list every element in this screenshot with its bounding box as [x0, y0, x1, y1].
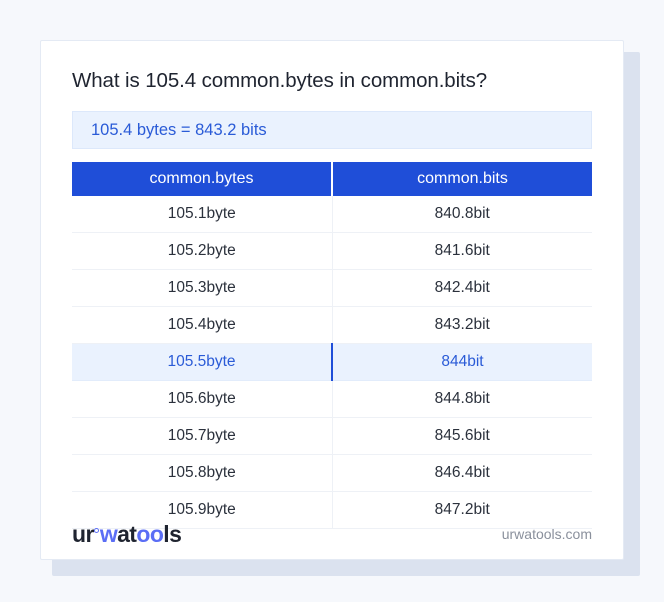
urwatools-logo[interactable]: ur w at oo ls — [72, 520, 182, 547]
cell-bits: 841.6bit — [332, 232, 592, 270]
column-header-bits: common.bits — [332, 162, 592, 196]
table-row-highlighted[interactable]: 105.5byte 844bit — [72, 343, 592, 381]
column-header-bytes: common.bytes — [72, 162, 333, 196]
table-row[interactable]: 105.4byte 843.2bit — [72, 306, 592, 344]
conversion-table: common.bytes common.bits 105.1byte 840.8… — [72, 162, 592, 529]
cell-bits: 842.4bit — [332, 269, 592, 307]
cell-bytes: 105.3byte — [72, 269, 333, 307]
card-content: What is 105.4 common.bytes in common.bit… — [41, 41, 623, 529]
cell-bits: 847.2bit — [332, 491, 592, 529]
table-row[interactable]: 105.8byte 846.4bit — [72, 454, 592, 492]
cell-bits: 844bit — [332, 343, 592, 381]
cell-bits: 844.8bit — [332, 380, 592, 418]
conversion-card: What is 105.4 common.bytes in common.bit… — [40, 40, 624, 560]
cell-bytes: 105.4byte — [72, 306, 333, 344]
cell-bytes: 105.6byte — [72, 380, 333, 418]
table-row[interactable]: 105.9byte 847.2bit — [72, 491, 592, 529]
footer-site-url: urwatools.com — [501, 526, 592, 542]
cell-bits: 846.4bit — [332, 454, 592, 492]
conversion-result-banner: 105.4 bytes = 843.2 bits — [72, 111, 592, 149]
cell-bytes: 105.2byte — [72, 232, 333, 270]
cell-bytes: 105.9byte — [72, 491, 333, 529]
cell-bytes: 105.5byte — [72, 343, 333, 381]
logo-part-ur: ur — [72, 520, 94, 547]
page-title: What is 105.4 common.bytes in common.bit… — [72, 69, 488, 92]
conversion-result-text: 105.4 bytes = 843.2 bits — [91, 120, 267, 139]
cell-bits: 843.2bit — [332, 306, 592, 344]
cell-bytes: 105.7byte — [72, 417, 333, 455]
card-footer: ur w at oo ls urwatools.com — [41, 515, 623, 559]
logo-part-ls: ls — [163, 520, 182, 547]
table-row[interactable]: 105.3byte 842.4bit — [72, 269, 592, 307]
table-row[interactable]: 105.7byte 845.6bit — [72, 417, 592, 455]
logo-ring-icon — [94, 527, 100, 533]
table-header-row: common.bytes common.bits — [72, 162, 592, 196]
logo-part-at: at — [117, 520, 137, 547]
logo-part-w: w — [99, 520, 118, 547]
table-body: 105.1byte 840.8bit 105.2byte 841.6bit 10… — [72, 196, 592, 529]
table-head: common.bytes common.bits — [72, 162, 592, 196]
cell-bytes: 105.1byte — [72, 196, 333, 233]
cell-bits: 840.8bit — [332, 196, 592, 233]
logo-part-oo: oo — [136, 520, 164, 547]
table-row[interactable]: 105.2byte 841.6bit — [72, 232, 592, 270]
table-row[interactable]: 105.1byte 840.8bit — [72, 196, 592, 233]
table-row[interactable]: 105.6byte 844.8bit — [72, 380, 592, 418]
cell-bytes: 105.8byte — [72, 454, 333, 492]
cell-bits: 845.6bit — [332, 417, 592, 455]
